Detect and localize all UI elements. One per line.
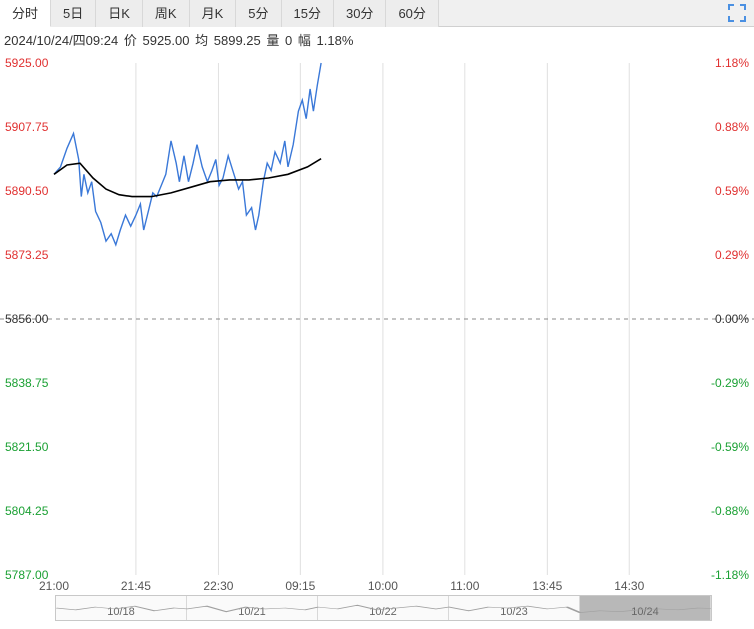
info-price-value: 5925.00: [142, 33, 189, 48]
y-axis-left-label: 5873.25: [5, 248, 48, 262]
y-axis-right-label: -0.88%: [711, 504, 749, 518]
info-datetime: 2024/10/24/四09:24: [4, 33, 118, 48]
y-axis-right-label: -0.29%: [711, 376, 749, 390]
tab-5[interactable]: 5分: [236, 0, 281, 27]
tab-0[interactable]: 分时: [0, 0, 51, 27]
y-axis-right-label: -0.59%: [711, 440, 749, 454]
x-axis-label: 14:30: [614, 579, 644, 593]
tab-4[interactable]: 月K: [190, 0, 237, 27]
price-chart[interactable]: 5925.00 1.18% 5907.75 0.88% 5890.50 0.59% 5873…: [0, 55, 754, 603]
x-axis-label: 09:15: [285, 579, 315, 593]
info-avg-label: 均: [195, 33, 208, 48]
tab-7[interactable]: 30分: [334, 0, 386, 27]
timeframe-tabs: 分时5日日K周K月K5分15分30分60分: [0, 0, 754, 27]
tab-6[interactable]: 15分: [282, 0, 334, 27]
info-vol-label: 量: [266, 33, 279, 48]
info-amp-label: 幅: [298, 33, 311, 48]
y-axis-right-label: 1.18%: [715, 56, 749, 70]
info-vol-value: 0: [285, 33, 292, 48]
info-amp-value: 1.18%: [317, 33, 354, 48]
info-avg-value: 5899.25: [214, 33, 261, 48]
y-axis-right-label: 0.88%: [715, 120, 749, 134]
x-axis-label: 21:00: [39, 579, 69, 593]
x-axis-label: 21:45: [121, 579, 151, 593]
minimap-sparkline: [56, 596, 711, 620]
y-axis-right-label: 0.29%: [715, 248, 749, 262]
tab-8[interactable]: 60分: [386, 0, 438, 27]
x-axis-label: 10:00: [368, 579, 398, 593]
tab-2[interactable]: 日K: [96, 0, 143, 27]
y-axis-right-label: 0.00%: [715, 312, 749, 326]
fullscreen-button[interactable]: [728, 4, 746, 22]
y-axis-right-label: -1.18%: [711, 568, 749, 582]
y-axis-left-label: 5804.25: [5, 504, 48, 518]
tab-3[interactable]: 周K: [143, 0, 190, 27]
chart-canvas: [0, 55, 754, 603]
y-axis-left-label: 5925.00: [5, 56, 48, 70]
y-axis-left-label: 5856.00: [5, 312, 48, 326]
y-axis-right-label: 0.59%: [715, 184, 749, 198]
date-minimap[interactable]: 10/1810/2110/2210/2310/24: [55, 595, 712, 621]
y-axis-left-label: 5821.50: [5, 440, 48, 454]
x-axis-label: 22:30: [203, 579, 233, 593]
y-axis-left-label: 5890.50: [5, 184, 48, 198]
fullscreen-icon: [728, 4, 746, 22]
info-price-label: 价: [124, 33, 137, 48]
quote-info-bar: 2024/10/24/四09:24 价 5925.00 均 5899.25 量 …: [0, 27, 754, 55]
tab-1[interactable]: 5日: [51, 0, 96, 27]
y-axis-left-label: 5838.75: [5, 376, 48, 390]
x-axis-label: 13:45: [532, 579, 562, 593]
y-axis-left-label: 5907.75: [5, 120, 48, 134]
x-axis-label: 11:00: [450, 579, 479, 593]
